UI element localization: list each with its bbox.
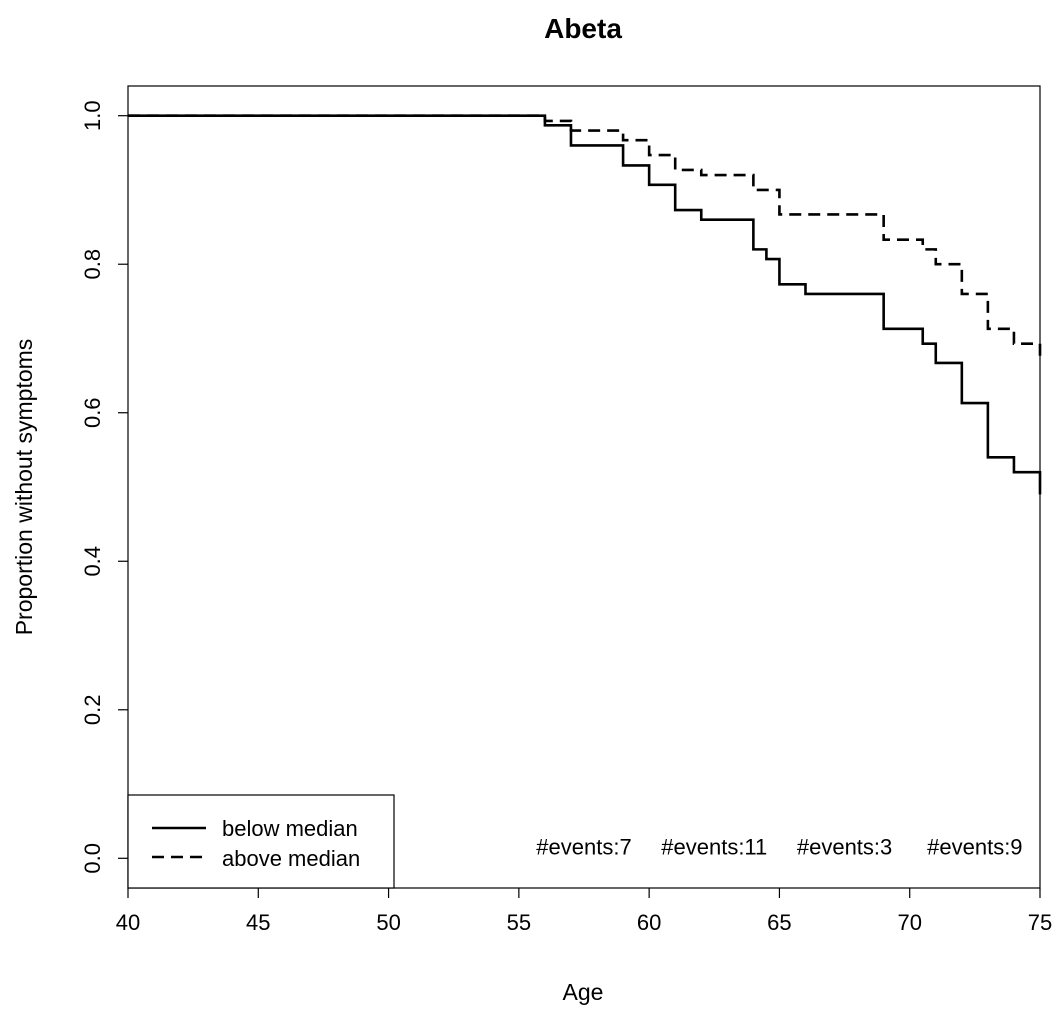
x-tick-label: 60 [637,910,661,935]
events-annotation: #events:9 [927,835,1022,860]
chart-title: Abeta [544,13,622,44]
legend-box [127,794,395,889]
legend-label-above-median: above median [222,846,360,871]
y-tick-label: 0.4 [80,546,105,577]
series-above-median-line [128,114,1042,359]
y-axis: 0.0 0.2 0.4 0.6 0.8 1.0 [80,100,128,874]
y-tick-label: 0.6 [80,397,105,428]
y-tick-label: 0.8 [80,249,105,280]
x-tick-label: 55 [507,910,531,935]
legend-label-below-median: below median [222,816,358,841]
series-below-median-line [128,114,1042,495]
x-tick-label: 65 [767,910,791,935]
x-tick-label: 40 [116,910,140,935]
y-tick-label: 0.0 [80,843,105,874]
events-annotation: #events:11 [661,835,767,860]
events-annotation: #events:3 [797,835,892,860]
annotation-layer: #events:7 #events:11 #events:3 #events:9 [536,835,1022,860]
legend: below median above median [127,794,395,889]
events-annotation: #events:7 [536,835,631,860]
x-tick-label: 70 [897,910,921,935]
x-axis-label: Age [563,979,604,1005]
y-axis-label: Proportion without symptoms [11,339,37,636]
x-tick-label: 50 [376,910,400,935]
x-axis: 40 45 50 55 60 65 70 75 [116,888,1052,935]
series-layer [128,114,1042,495]
plot-frame [127,85,1041,889]
x-tick-label: 75 [1028,910,1052,935]
y-tick-label: 1.0 [80,100,105,131]
x-tick-label: 45 [246,910,270,935]
y-tick-label: 0.2 [80,694,105,725]
